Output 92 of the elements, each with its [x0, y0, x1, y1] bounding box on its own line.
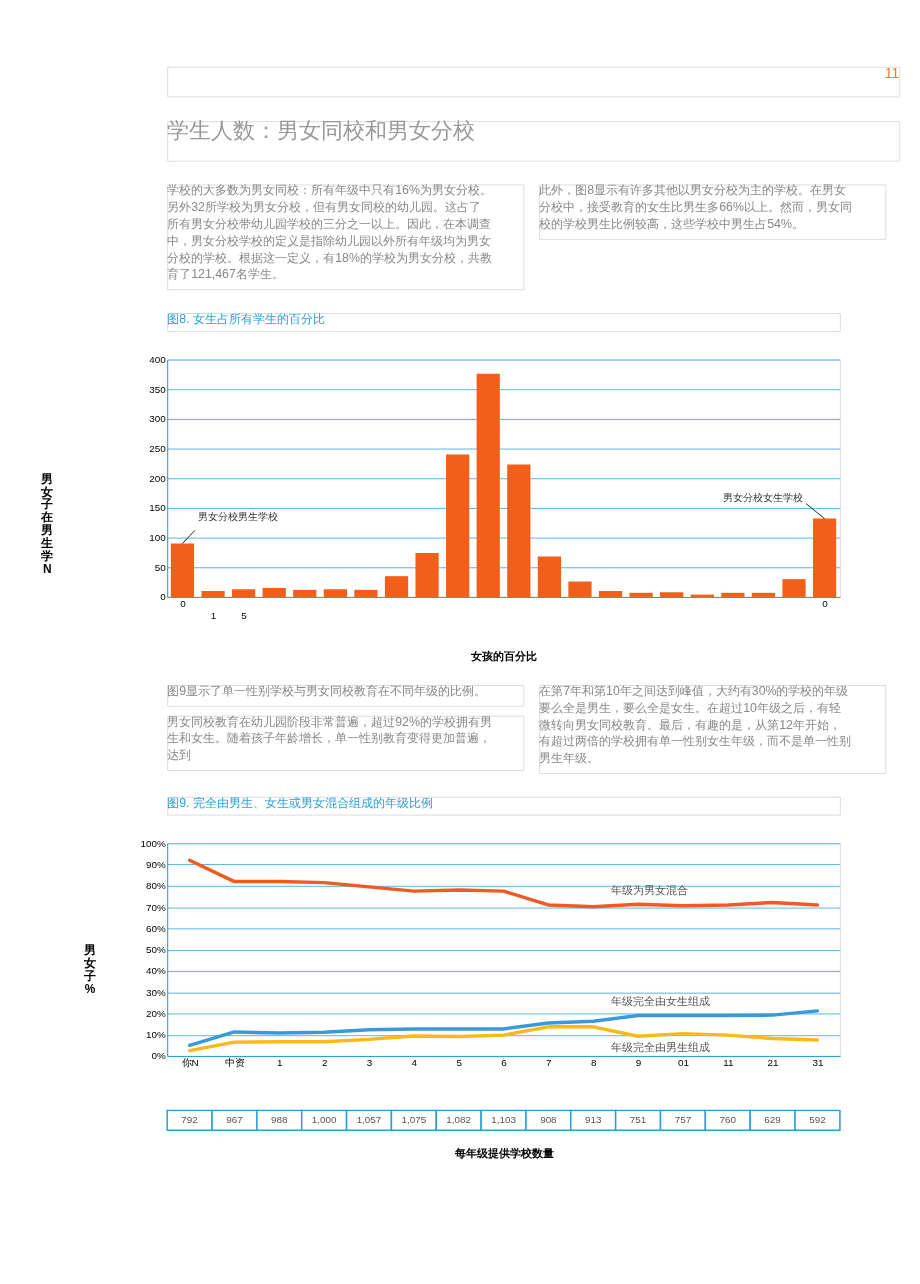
bar: [201, 591, 225, 597]
y-tick-label: 50: [154, 561, 167, 573]
text: 760: [719, 1114, 737, 1126]
y-tick-label: 70%: [145, 901, 166, 913]
text: 757: [674, 1114, 692, 1126]
text: 913: [584, 1114, 602, 1126]
y-tick-label: 200: [149, 472, 167, 484]
x-tick-label: 8: [590, 1057, 597, 1069]
y-tick-label: 150: [149, 502, 167, 514]
y-tick-label: 400: [149, 354, 167, 365]
y-tick-label: 250: [149, 443, 167, 455]
line-series: [187, 858, 820, 909]
text: 751: [629, 1114, 647, 1126]
text: 629: [764, 1114, 782, 1126]
y-tick-label: 20%: [145, 1007, 166, 1019]
text: 男女同校教育在幼儿园阶段非常普遍，超过92%的学校拥有男生和女生。随着孩子年龄增长，单一性别教育变得更加普遍，达到: [167, 714, 492, 763]
chart-title: 图9. 完全由男生、女生或男女混合组成的年级比例: [167, 795, 433, 810]
x-tick-label: 2: [321, 1057, 328, 1069]
bar: [415, 553, 439, 597]
text: 1,057: [356, 1114, 382, 1126]
annotation: 男女分校女生学校: [723, 491, 804, 503]
text: 此外，图8显示有许多其他以男女分校为主的学校。在男女分校中，接受教育的女生比男生多66%以上。然而，男女同校的学校男生比例较高，这些学校中男生占54%。: [538, 183, 852, 231]
bar: [507, 464, 531, 597]
x-tick-label: 11: [723, 1057, 734, 1069]
series-label: 年级为男女混合: [611, 883, 689, 896]
x-tick-label: 6: [501, 1057, 508, 1069]
bar: [323, 589, 347, 597]
annotation: 男女分校男生学校: [197, 510, 278, 522]
bar: [354, 589, 378, 597]
y-tick-label: 90%: [145, 859, 166, 871]
bar: [384, 576, 409, 597]
y-tick-label: 60%: [145, 922, 166, 934]
bar: [568, 581, 592, 597]
x-tick-label: 中资: [224, 1057, 245, 1069]
bar: [293, 589, 317, 597]
x-tick-label: 9: [635, 1057, 642, 1069]
x-tick-label: 21: [767, 1057, 780, 1069]
y-tick-label: 100%: [140, 837, 166, 849]
series-label: 年级完全由男生组成: [611, 1041, 711, 1054]
text: 在第7年和第10年之间达到峰值，大约有30%的学校的年级要么全是男生，要么全是女生。在超过10年级之后，有轻微转向男女同校教育。最后，有趣的是，从第12年开始，有超过两倍的学校拥有单一性别女生年级，而不是单一性别男生年级。: [539, 683, 852, 766]
y-tick-label: 100: [149, 532, 167, 544]
y-tick-label: 350: [149, 383, 167, 395]
text: 1,103: [491, 1114, 517, 1126]
y-tick-label: 0%: [151, 1050, 166, 1062]
y-tick-label: 50%: [145, 944, 166, 956]
y-axis-title: 男女子在男生学N: [40, 471, 54, 576]
text: 908: [540, 1114, 558, 1126]
text: 1,000: [311, 1114, 337, 1126]
x-tick-label: 31: [812, 1057, 824, 1069]
x-tick-label: 1: [277, 1057, 284, 1069]
x-tick-label: 01: [677, 1057, 690, 1069]
x-tick-label: 5: [241, 610, 248, 622]
x-tick-label: 4: [411, 1057, 418, 1069]
bar: [629, 592, 653, 597]
y-tick-label: 300: [149, 413, 167, 425]
x-tick-label: 1: [210, 610, 217, 622]
y-tick-label: 80%: [145, 880, 166, 892]
line-series: [187, 1025, 820, 1053]
caption: 图9显示了单一性别学校与男女同校教育在不同年级的比例。: [167, 683, 487, 698]
text: 1,082: [446, 1114, 472, 1126]
x-axis-title: 女孩的百分比: [470, 649, 538, 662]
bar: [660, 592, 684, 597]
bar: [782, 579, 806, 597]
x-tick-label: 7: [546, 1057, 552, 1069]
y-tick-label: 30%: [145, 986, 166, 998]
text: 11: [884, 64, 900, 81]
bar: [812, 518, 837, 597]
series-label: 年级完全由女生组成: [611, 995, 711, 1008]
text: 学校的大多数为男女同校：所有年级中只有16%为男女分校。另外32所学校为男女分校，但有男女同校的幼儿园。这占了所有男女分校带幼儿园学校的三分之一以上。因此，在本调查中，男女分校学校的定义是指除幼儿园以外所有年级均为男女分校的学校。根据这一定义，有18%的学校为男女分校，共教育了121,467名学生。: [167, 183, 492, 282]
bar: [446, 454, 470, 597]
bar: [537, 556, 562, 597]
text: 988: [271, 1114, 289, 1126]
y-tick-label: 10%: [145, 1029, 166, 1041]
chart-title: 图8. 女生占所有学生的百分比: [167, 311, 325, 326]
bar: [751, 592, 776, 597]
text: 967: [226, 1114, 243, 1126]
y-axis-title: 男女子%: [82, 943, 96, 996]
x-axis-title: 每年级提供学校数量: [453, 1147, 554, 1160]
x-tick-label: 你N: [181, 1057, 199, 1069]
bar: [476, 373, 500, 597]
y-tick-label: 40%: [145, 965, 166, 977]
bar: [598, 591, 623, 597]
x-tick-label: 5: [456, 1057, 463, 1069]
x-tick-label: 3: [366, 1057, 373, 1069]
text: 学生人数：男女同校和男女分校: [167, 117, 476, 143]
bar: [232, 589, 256, 597]
bar: [721, 592, 745, 597]
text: 592: [809, 1114, 826, 1126]
bar: [262, 588, 286, 597]
text: 1,075: [401, 1114, 427, 1126]
text: 792: [181, 1114, 198, 1126]
bar: [170, 543, 195, 597]
